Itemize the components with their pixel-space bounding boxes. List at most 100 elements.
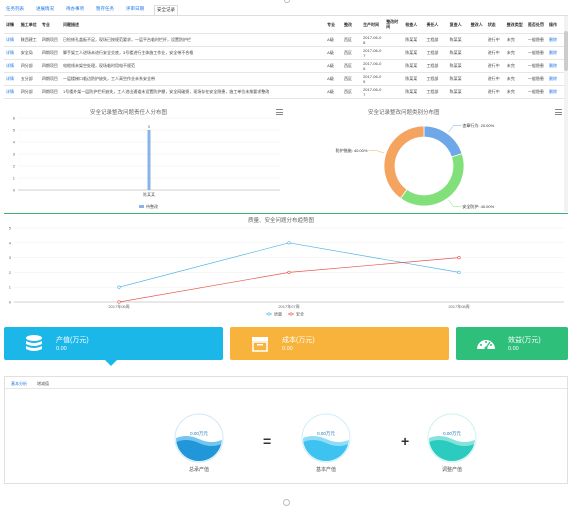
delete-link[interactable]: 删除 (546, 59, 564, 73)
detail-link[interactable]: 详情 (4, 33, 19, 47)
tab-bar: 任务列表 进展情况 待办事项 暂存任务 评审日期 安全记录 (4, 5, 178, 15)
y-tick-label: 0 (13, 188, 16, 193)
legend-label[interactable]: 质量 (274, 311, 282, 317)
table-row: 详情 安全局 四期项目 脚手架工人进场未进行安全交底，3号楼进行主体施工作业，安全带不… (4, 46, 564, 60)
pie-slice[interactable] (383, 125, 425, 199)
table-cell: 一般隐患 (525, 59, 547, 73)
table-cell: 2017-06-05 (361, 72, 385, 86)
table-cell (468, 46, 486, 60)
series-point[interactable] (457, 270, 461, 275)
table-cell (468, 85, 486, 99)
table-header-cell: 生产时间 (361, 16, 385, 34)
bubble-value: 0.00万元 (443, 431, 461, 437)
series-point[interactable] (457, 255, 461, 260)
tab-todo[interactable]: 待办事项 (66, 6, 84, 11)
delete-link[interactable]: 删除 (546, 72, 564, 86)
table-cell: 四期项目 (39, 33, 62, 47)
y-tick-label: 3 (9, 255, 12, 260)
table-cell: 电缆线未架空处理，现场临时用电不规范 (61, 59, 294, 73)
menu-icon[interactable] (555, 109, 562, 115)
table-cell (293, 33, 305, 47)
output-value-card[interactable]: 产值(万元) 0.00 (4, 327, 223, 360)
table-header-cell: 是否处罚 (525, 16, 547, 34)
bar[interactable] (147, 130, 151, 190)
table-cell: 西区 (342, 59, 362, 73)
table-header-cell: 整改类型 (504, 16, 526, 34)
menu-icon[interactable] (276, 109, 283, 115)
y-tick-label: 2 (9, 270, 12, 275)
series-point[interactable] (287, 241, 291, 245)
table-cell (384, 59, 404, 73)
table-cell (293, 46, 305, 60)
table-cell (384, 46, 404, 60)
legend-marker (289, 312, 293, 316)
detail-link[interactable]: 详情 (4, 72, 19, 86)
table-cell (304, 85, 315, 99)
tab-task-list[interactable]: 任务列表 (6, 6, 24, 11)
delete-link[interactable]: 删除 (546, 33, 564, 47)
table-cell: 陈某某 (403, 72, 425, 86)
table-cell: 五分部 (18, 72, 40, 86)
table-cell: 陈某某 (403, 59, 425, 73)
legend-marker (267, 312, 271, 316)
pie-label-line (368, 150, 385, 154)
table-header-cell: 详情 (4, 16, 19, 34)
water-bubble: 0.00万元 (427, 413, 477, 463)
detail-link[interactable]: 详情 (4, 59, 19, 73)
legend-label[interactable]: 待整改 (146, 203, 158, 209)
table-cell: 未完 (504, 72, 526, 86)
table-cell: 脚手架工人进场未进行安全交底，3号楼进行主体施工作业，安全带不合格 (61, 46, 294, 60)
table-header-cell: 整改时间 (384, 16, 404, 34)
series-point[interactable] (117, 300, 121, 304)
legend-label[interactable]: 安全 (296, 311, 304, 317)
cost-card[interactable]: 成本(万元) 0.00 (230, 327, 449, 360)
detail-link[interactable]: 详情 (4, 85, 19, 99)
table-cell: 工程部 (424, 46, 448, 60)
detail-link[interactable]: 详情 (4, 46, 19, 60)
delete-link[interactable]: 删除 (546, 85, 564, 99)
subtab-basic-analysis[interactable]: 基本分析 (11, 381, 27, 386)
subtabs-divider (5, 388, 567, 389)
table-cell (384, 85, 404, 99)
table-cell: 进行中 (485, 72, 505, 86)
table-cell (314, 72, 326, 86)
table-cell: 2017-06-07 (361, 85, 385, 99)
tab-safety-record[interactable]: 安全记录 (154, 5, 178, 15)
tab-progress[interactable]: 进展情况 (36, 6, 54, 11)
series-point[interactable] (117, 285, 121, 289)
table-cell (314, 85, 326, 99)
table-cell: 工程部 (424, 72, 448, 86)
pie-slice-label: 防护措施: 40.00% (336, 147, 368, 153)
scrollbar-thumb[interactable] (564, 31, 568, 71)
table-header-cell: 操作 (546, 16, 564, 34)
bubble-value: 0.00万元 (317, 431, 335, 437)
table-cell: 安全局 (18, 46, 40, 60)
table-cell: 进行中 (485, 85, 505, 99)
table-cell: 2017-06-07 (361, 46, 385, 60)
table-cell (468, 59, 486, 73)
pie-slice[interactable] (423, 125, 463, 158)
x-tick-label: 2017年07周 (278, 303, 299, 309)
subtab-change-value[interactable]: 增减值 (37, 381, 49, 386)
table-scrollbar[interactable] (564, 16, 568, 212)
y-tick-label: 3 (13, 152, 16, 157)
table-cell: 工程部 (424, 59, 448, 73)
series-point[interactable] (287, 270, 291, 275)
table-cell: 一般隐患 (525, 85, 547, 99)
profit-card[interactable]: 效益(万元) 0.00 (456, 327, 568, 360)
bubble-label: 基本产值 (315, 467, 336, 473)
delete-link[interactable]: 删除 (546, 46, 564, 60)
tabs-divider (4, 15, 568, 16)
table-cell: 工程部 (424, 33, 448, 47)
table-cell: 一层楼梯口临边防护缺失，工人高空作业未系安全带 (61, 72, 294, 86)
y-tick-label: 6 (13, 116, 16, 121)
table-cell (304, 72, 315, 86)
table-cell: 未完 (504, 59, 526, 73)
pie-slice[interactable] (399, 153, 465, 207)
bar-chart-title: 安全记录整改问题责任人分布图 (90, 110, 168, 116)
tab-draft[interactable]: 暂存任务 (96, 6, 114, 11)
tab-review[interactable]: 评审日期 (126, 6, 144, 11)
table-cell: 陈某某 (403, 85, 425, 99)
